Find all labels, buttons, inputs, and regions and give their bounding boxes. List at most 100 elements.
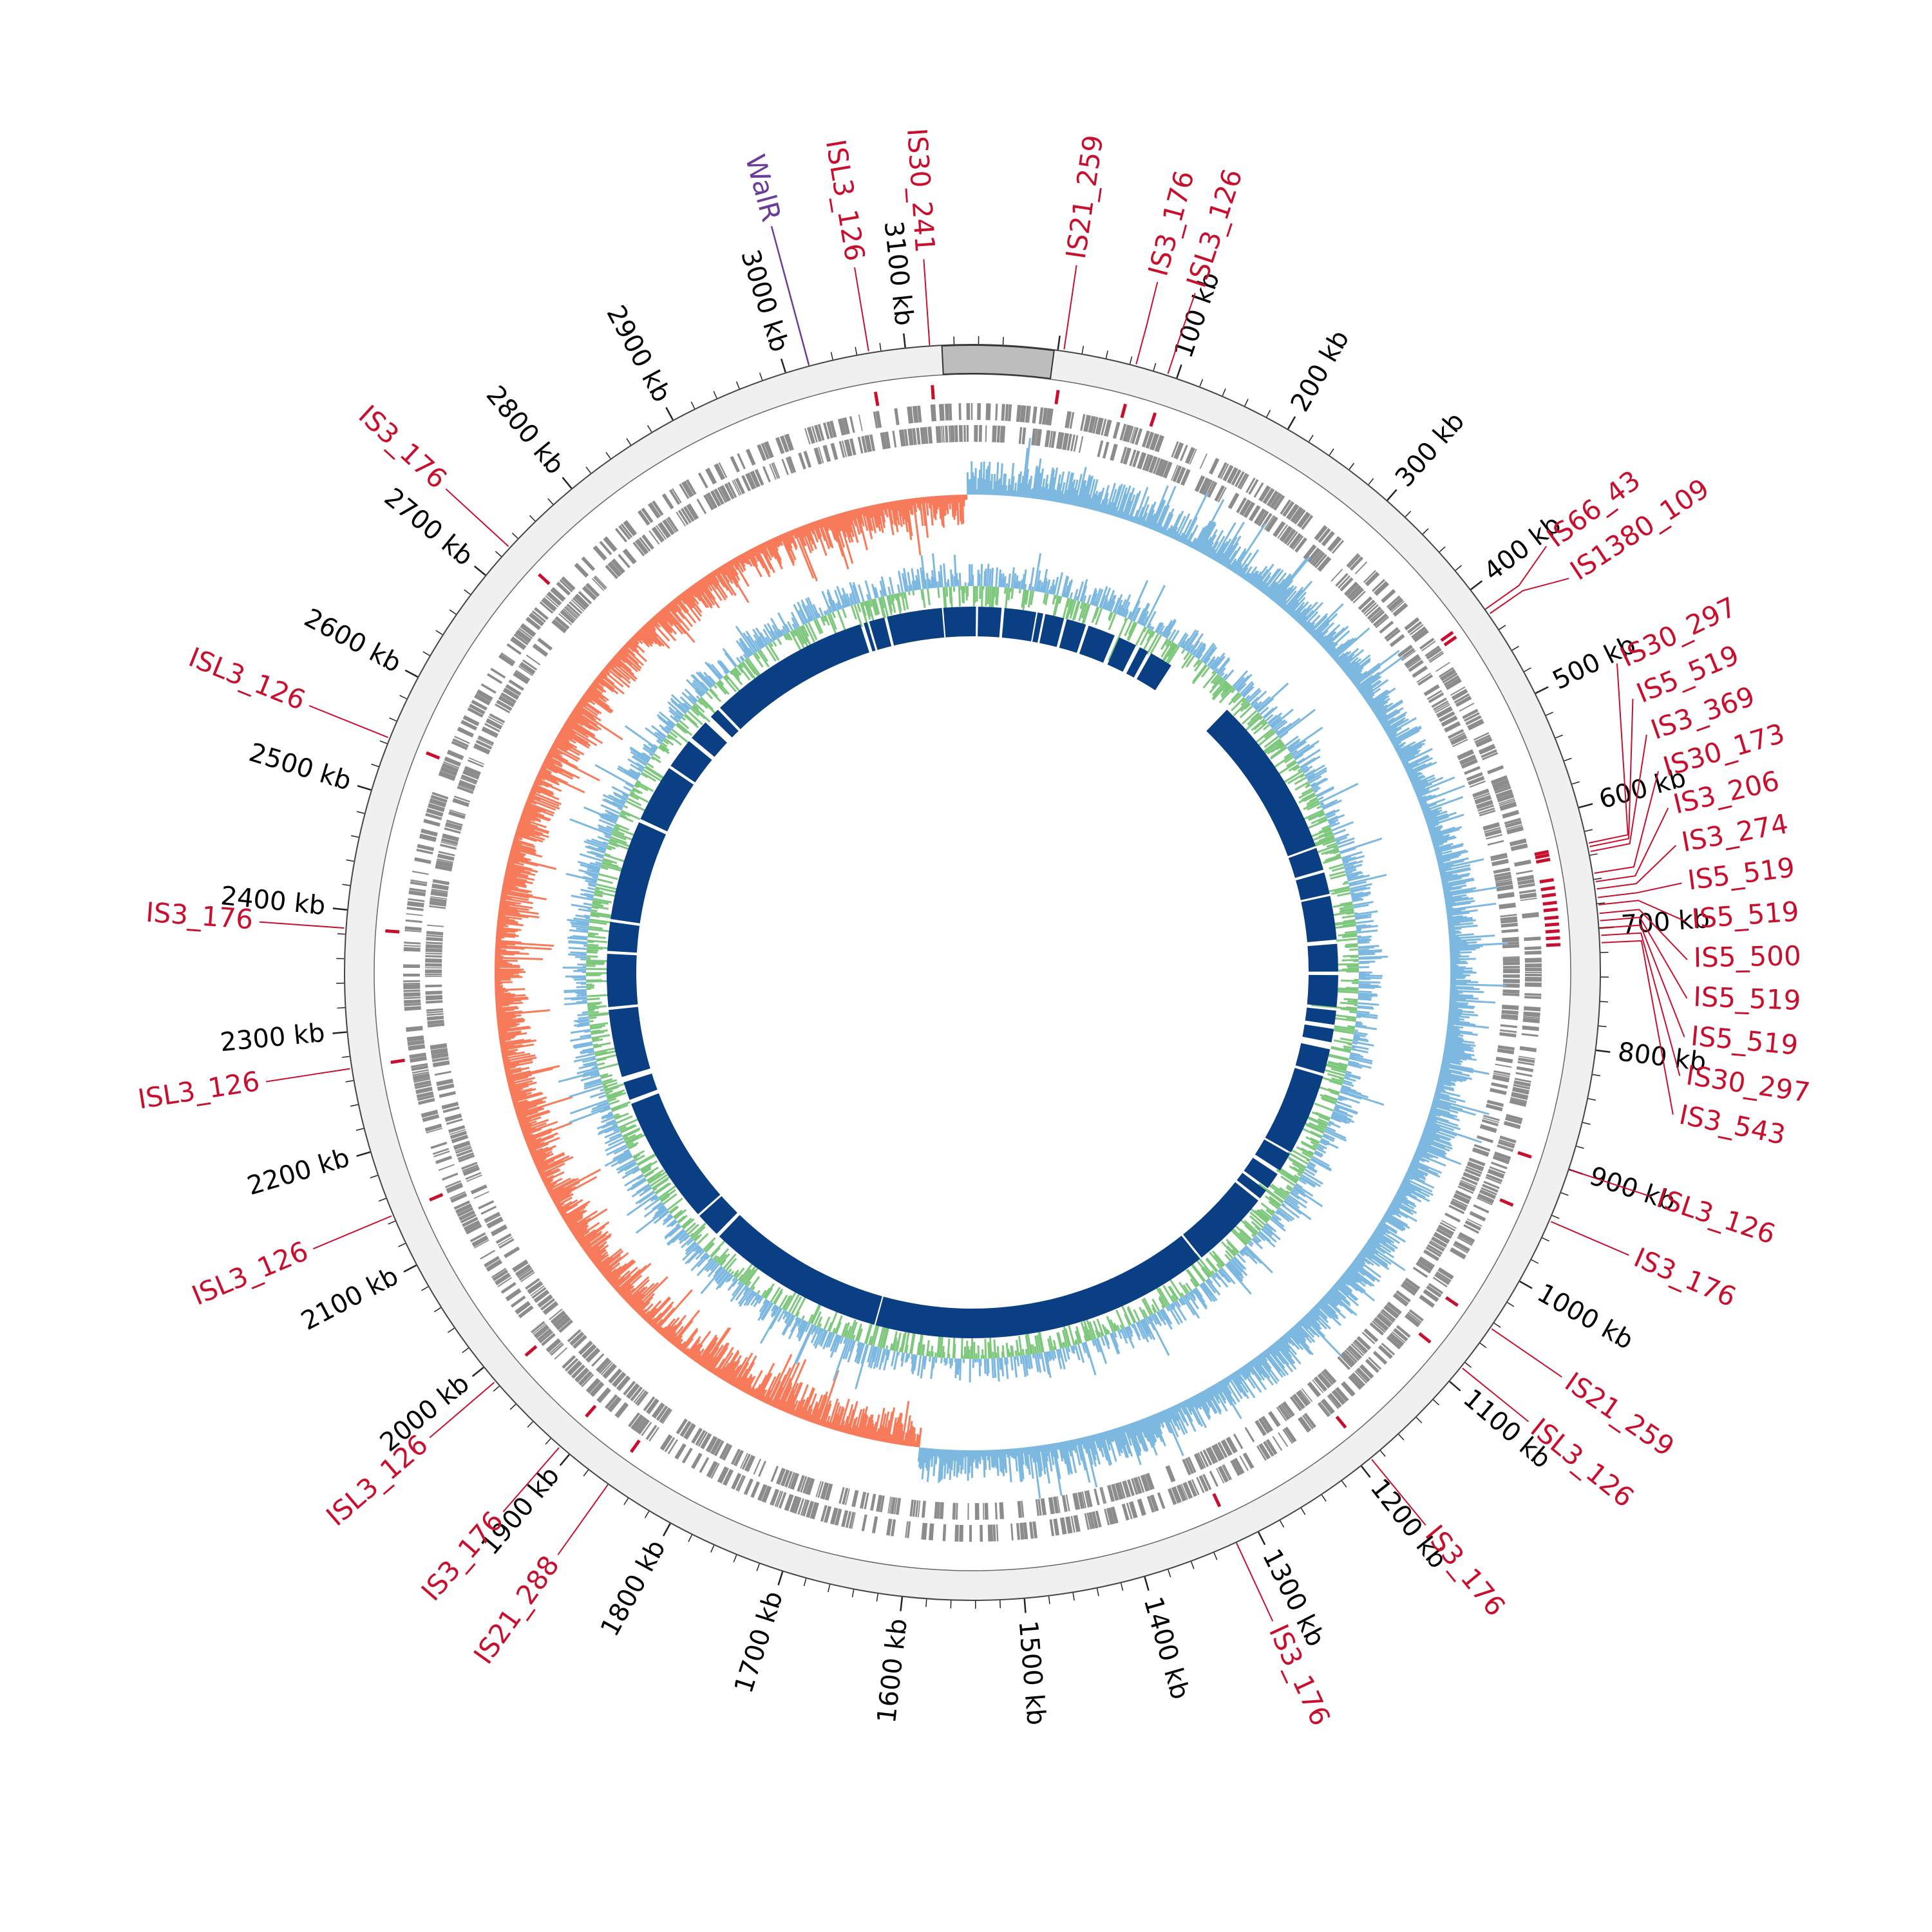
gene-feature (1490, 853, 1508, 860)
gene-feature (412, 1071, 430, 1076)
gc-content-bar (728, 1268, 732, 1273)
gc-skew-bar (1133, 486, 1149, 524)
gc-content-bar (1336, 938, 1358, 942)
gene-feature (1495, 880, 1513, 887)
gene-feature (406, 913, 423, 916)
gene-feature (430, 1048, 448, 1055)
gene-feature (1459, 703, 1475, 712)
gene-feature (424, 1123, 442, 1132)
gc-skew-bar (1450, 955, 1470, 958)
gene-feature (1409, 623, 1424, 636)
gene-feature (730, 1448, 741, 1465)
gc-skew-bar (1178, 532, 1184, 542)
gene-feature (448, 811, 466, 819)
gene-feature (566, 603, 581, 617)
gene-feature (1450, 686, 1466, 696)
gene-feature (414, 857, 431, 864)
gc-content-bar (1356, 929, 1361, 932)
gene-feature (696, 498, 707, 515)
gene-feature (1207, 481, 1218, 498)
gene-feature (1499, 801, 1517, 811)
gc-skew-bar (1095, 491, 1103, 511)
gene-feature (408, 890, 426, 896)
gene-feature (431, 1052, 449, 1059)
gene-feature (459, 1210, 475, 1221)
gene-feature (1005, 404, 1009, 421)
gene-feature (1493, 783, 1511, 791)
gene-feature (1484, 827, 1501, 833)
gc-skew-bar (1358, 676, 1382, 693)
gene-feature (995, 403, 998, 421)
gene-feature (661, 1409, 673, 1425)
gene-feature (1374, 581, 1389, 596)
gene-feature (1155, 458, 1165, 476)
gene-feature (466, 1224, 482, 1235)
gene-feature (1040, 1498, 1047, 1515)
gene-feature (425, 813, 442, 820)
gene-feature (1412, 628, 1429, 643)
gc-skew-bar (1086, 478, 1096, 509)
gene-feature (1239, 474, 1249, 490)
gc-content-bar (1336, 990, 1359, 994)
gc-content-bar (1245, 1245, 1273, 1274)
gene-feature (409, 887, 426, 893)
gene-feature (416, 848, 433, 855)
gc-skew-bar (1347, 658, 1371, 677)
gene-feature (717, 487, 727, 504)
gc-skew-bar (1143, 504, 1154, 527)
gene-feature (889, 1497, 893, 1514)
gene-feature (484, 1211, 500, 1222)
gc-skew-bar (1154, 505, 1167, 532)
gc-skew-bar (1116, 487, 1128, 518)
gc-skew-bar (549, 1168, 601, 1197)
gc-skew-bar (1195, 498, 1225, 551)
gene-feature (486, 1259, 503, 1272)
gene-feature (1337, 1356, 1351, 1370)
gene-feature (977, 403, 981, 421)
gc-skew-bar (1144, 501, 1157, 528)
gene-feature (431, 1057, 450, 1063)
gene-feature (974, 1502, 980, 1520)
gene-feature (861, 1514, 867, 1531)
gc-content-bar (1351, 1046, 1356, 1049)
gc-skew-bar (1346, 664, 1361, 677)
gc-skew-bar (1200, 538, 1209, 554)
gc-content-bar (1314, 1103, 1334, 1112)
gene-feature (532, 643, 549, 657)
gc-skew-bar (1335, 651, 1349, 663)
gc-skew-bar (1208, 541, 1219, 558)
gene-feature (1209, 1446, 1218, 1463)
gene-feature (1513, 1080, 1531, 1087)
gene-feature (1037, 1499, 1042, 1516)
gc-skew-bar (1241, 573, 1247, 579)
gene-feature (560, 609, 576, 624)
gene-feature (952, 1502, 956, 1520)
gene-feature (1053, 1518, 1060, 1536)
gc-skew-bar (1233, 523, 1267, 573)
gene-feature (1489, 1166, 1506, 1174)
gene-feature (842, 1488, 849, 1505)
gene-feature (1272, 1435, 1283, 1451)
gene-feature (607, 561, 622, 577)
gene-feature (1209, 457, 1220, 475)
gene-feature (1381, 1343, 1396, 1356)
gene-feature (469, 703, 486, 715)
gene-feature (810, 1502, 819, 1520)
gc-skew-bar (1164, 529, 1168, 536)
gene-feature (425, 967, 442, 969)
gene-feature (1099, 1487, 1106, 1504)
gene-feature (545, 595, 559, 608)
gc-skew-bar (1188, 541, 1193, 547)
gc-skew-bar (1369, 695, 1387, 708)
gene-feature (1469, 1211, 1486, 1222)
gene-feature (1457, 749, 1475, 761)
is-element-mark (1212, 1493, 1222, 1508)
gene-feature (1052, 1496, 1059, 1514)
gene-feature (458, 784, 475, 791)
gene-feature (531, 610, 546, 623)
gene-feature (966, 403, 971, 421)
gc-skew-bar (1358, 675, 1380, 692)
gc-skew-bar (1215, 541, 1229, 562)
gene-feature (905, 1520, 909, 1539)
gene-feature (1050, 431, 1056, 448)
